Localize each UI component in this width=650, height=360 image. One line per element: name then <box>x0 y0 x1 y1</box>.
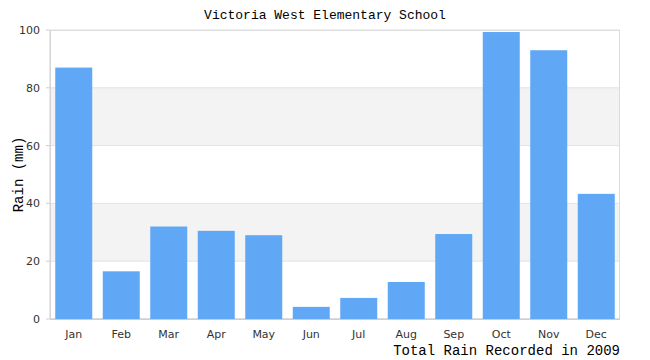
x-axis-label: Total Rain Recorded in 2009 <box>393 343 620 359</box>
x-tick-label: Mar <box>158 328 179 341</box>
bar <box>435 234 472 319</box>
bar <box>530 50 567 319</box>
x-tick-label: May <box>252 328 275 341</box>
x-tick-label: Nov <box>538 328 560 341</box>
bar <box>245 235 282 319</box>
y-tick-label: 100 <box>19 24 40 37</box>
y-tick <box>46 319 50 320</box>
grid <box>50 30 620 319</box>
bar <box>293 307 330 319</box>
y-tick <box>46 30 50 31</box>
y-tick-label: 0 <box>33 313 40 326</box>
x-tick-label: Jun <box>302 328 320 341</box>
bars <box>55 32 615 319</box>
x-tick-label: Oct <box>492 328 512 341</box>
x-tick-label: Dec <box>586 328 607 341</box>
y-tick-label: 80 <box>26 82 40 95</box>
x-axis-line <box>50 319 620 320</box>
bar <box>103 271 140 319</box>
x-tick-label: Jul <box>351 328 365 341</box>
x-tick-label: Sep <box>443 328 464 341</box>
y-tick-label: 20 <box>26 255 40 268</box>
chart: 0 20 40 60 80 100 Jan Feb Mar Apr May Jun Jul Aug Sep O… <box>0 0 650 360</box>
bar <box>150 227 187 319</box>
y-tick <box>46 261 50 262</box>
bar <box>55 68 92 319</box>
x-tick-label: Apr <box>207 328 227 341</box>
y-tick <box>46 203 50 204</box>
y-tick-label: 60 <box>26 140 40 153</box>
x-tick-label: Aug <box>396 328 417 341</box>
bar <box>340 298 377 319</box>
x-tick-label: Jan <box>64 328 82 341</box>
title: Victoria West Elementary School <box>204 8 446 23</box>
bar <box>483 32 520 319</box>
plot-frame <box>51 31 620 319</box>
y-axis-line <box>50 30 51 319</box>
bar <box>198 231 235 319</box>
y-tick-label: 40 <box>26 197 40 210</box>
y-tick <box>46 87 50 88</box>
y-axis-label: Rain (mm) <box>11 137 27 213</box>
bar <box>578 194 615 319</box>
y-tick <box>46 145 50 146</box>
x-tick-label: Feb <box>112 328 131 341</box>
page: {"chart_data": {"type": "bar", "title": … <box>0 0 650 360</box>
bar <box>388 282 425 319</box>
